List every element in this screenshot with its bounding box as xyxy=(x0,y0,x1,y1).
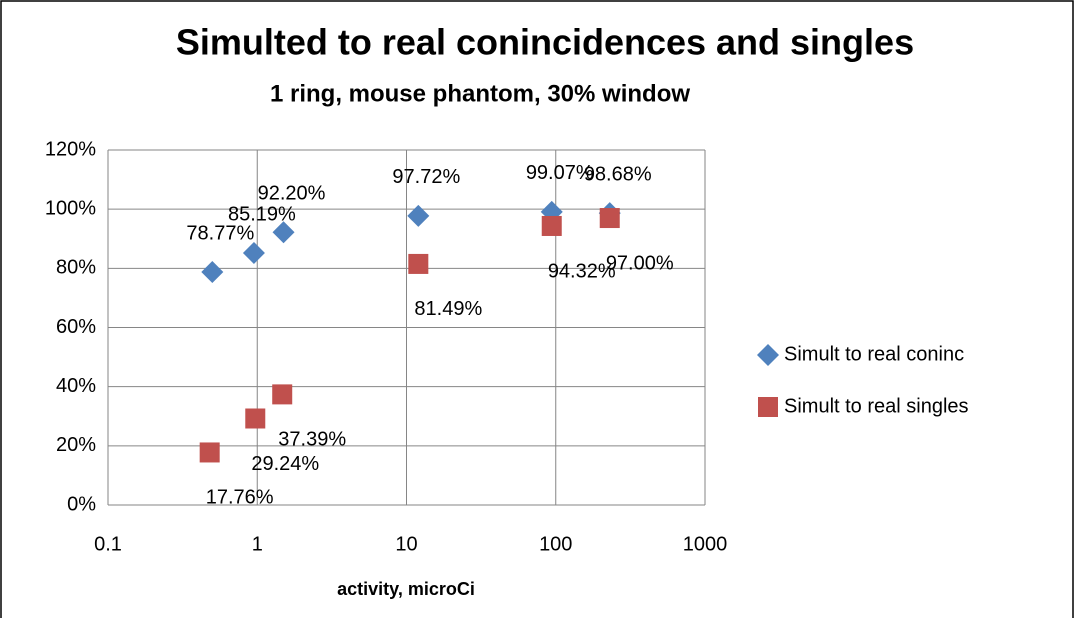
data-label: 98.68% xyxy=(584,163,652,185)
y-tick-label: 20% xyxy=(56,434,96,456)
chart-title: Simulted to real conincidences and singl… xyxy=(176,22,914,63)
y-tick-label: 40% xyxy=(56,375,96,397)
point xyxy=(201,260,224,283)
legend-marker xyxy=(757,344,779,366)
point xyxy=(408,253,429,274)
data-label: 94.32% xyxy=(548,260,616,282)
y-tick-label: 0% xyxy=(67,493,96,515)
data-label: 97.72% xyxy=(392,166,460,188)
point xyxy=(245,408,266,429)
data-label: 37.39% xyxy=(278,429,346,451)
x-tick-label: 1000 xyxy=(683,533,728,555)
x-tick-label: 100 xyxy=(539,533,572,555)
data-label: 85.19% xyxy=(228,203,296,225)
y-tick-label: 100% xyxy=(45,197,96,219)
point xyxy=(242,241,265,264)
point xyxy=(407,204,430,227)
x-tick-label: 1 xyxy=(252,533,263,555)
point xyxy=(599,208,620,229)
data-label: 92.20% xyxy=(258,183,326,205)
chart-subtitle: 1 ring, mouse phantom, 30% window xyxy=(270,80,690,107)
y-tick-label: 80% xyxy=(56,257,96,279)
y-tick-label: 60% xyxy=(56,316,96,338)
data-label: 17.76% xyxy=(206,487,274,509)
legend-label: Simult to real coninc xyxy=(784,343,964,365)
legend-marker xyxy=(758,397,778,417)
x-tick-label: 10 xyxy=(395,533,417,555)
data-label: 78.77% xyxy=(186,222,254,244)
legend-label: Simult to real singles xyxy=(784,395,969,417)
x-tick-label: 0.1 xyxy=(94,533,122,555)
point xyxy=(541,215,562,236)
y-tick-label: 120% xyxy=(45,138,96,160)
data-label: 99.07% xyxy=(526,162,594,184)
data-label: 29.24% xyxy=(251,453,319,475)
point xyxy=(272,384,293,405)
point xyxy=(272,221,295,244)
point xyxy=(199,442,220,463)
data-label: 97.00% xyxy=(606,252,674,274)
data-label: 81.49% xyxy=(414,298,482,320)
x-axis-label: activity, microCi xyxy=(337,579,475,599)
